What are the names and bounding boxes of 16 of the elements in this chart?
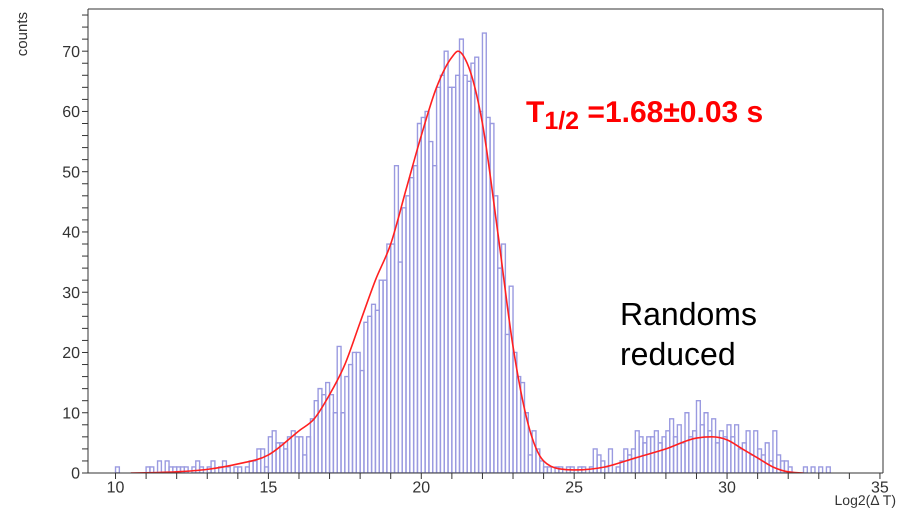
x-tick-label: 30 [718, 479, 736, 496]
x-tick-label: 20 [412, 479, 430, 496]
y-tick-label: 0 [71, 466, 80, 483]
y-tick-label: 50 [62, 164, 80, 182]
y-tick-label: 40 [62, 224, 80, 242]
annotation: T$_{1/2}$ =1.68±0.03 s [526, 96, 764, 136]
x-tick-label: 10 [106, 479, 125, 496]
annotation: Randoms reduced [620, 295, 758, 374]
y-tick-label: 10 [62, 405, 80, 422]
x-tick-label: 25 [565, 479, 584, 496]
y-axis-title: counts [14, 12, 31, 56]
y-tick-label: 60 [62, 104, 80, 122]
x-tick-label: 15 [260, 479, 278, 496]
y-tick-label: 30 [62, 284, 80, 302]
y-tick-label: 20 [62, 345, 80, 362]
y-tick-label: 70 [62, 44, 80, 61]
